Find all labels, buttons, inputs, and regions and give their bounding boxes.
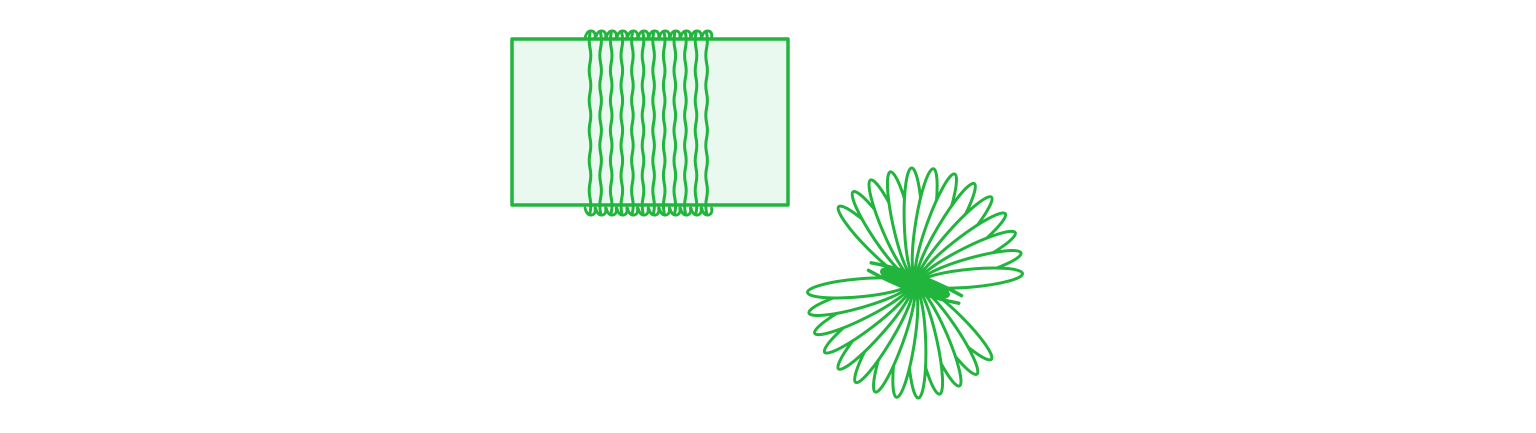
yarn-strand (693, 31, 699, 215)
yarn-strand (587, 31, 593, 215)
card-outline (510, 37, 790, 207)
yarn-top-loop (700, 29, 714, 40)
yarn-strand (598, 31, 603, 215)
pompom-tie-top (869, 261, 964, 298)
yarn-wrapped-card-icon (510, 29, 790, 217)
yarn-bottom-loop (700, 206, 714, 217)
pompom-tie-bottom (866, 268, 961, 305)
yarn-strand (619, 31, 625, 215)
yarn-strand (630, 31, 635, 215)
yarn-strand (608, 31, 614, 215)
yarn-strand (651, 31, 656, 215)
yarn-strand (661, 31, 667, 215)
pompom-body (805, 166, 1025, 400)
yarn-strand (704, 31, 709, 215)
yarn-strand (672, 31, 678, 215)
yarn-strand (640, 31, 646, 215)
yarn-strand (683, 31, 688, 215)
yarn-tied-pompom-icon (805, 166, 1025, 400)
